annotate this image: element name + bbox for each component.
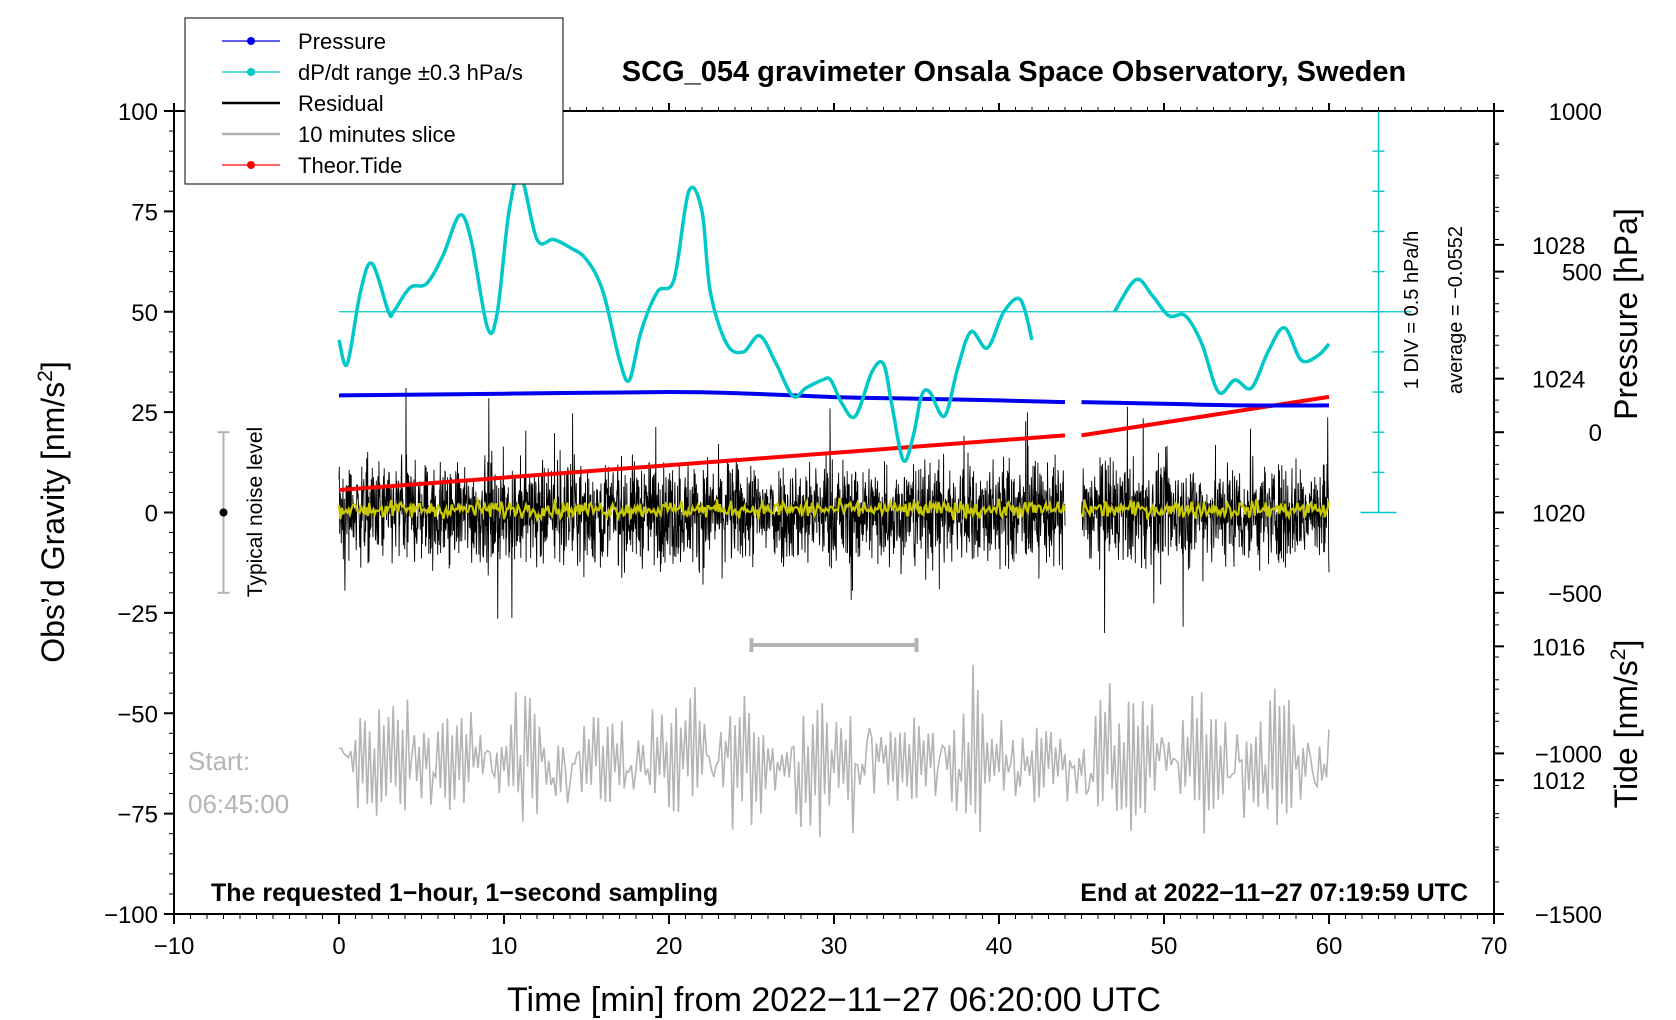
legend-swatch-marker: [247, 161, 255, 169]
scale-annotation-div: 1 DIV = 0.5 hPa/h: [1401, 231, 1423, 389]
pressure-tick-label: 1012: [1532, 768, 1585, 795]
x-tick-label: 10: [491, 933, 518, 960]
tide-series: [338, 394, 1330, 493]
left-axis-label-tail: ]: [35, 361, 71, 370]
legend-entries: Pressure dP/dt range ±0.3 hPa/s Residual 10…: [222, 29, 523, 178]
slice-line: [338, 664, 1330, 838]
chart-title: SCG_054 gravimeter Onsala Space Observat…: [622, 56, 1406, 88]
pressure-tick-label: 1016: [1532, 634, 1585, 661]
tide-tick-label: −1500: [1535, 902, 1602, 929]
dpdt-line-0: [337, 172, 1034, 464]
dpdt-series: [337, 172, 1331, 464]
tide-axis-label: Tide [nm/s2]: [1607, 640, 1644, 809]
left-tick-label: 75: [131, 199, 158, 226]
start-time: 06:45:00: [188, 789, 289, 819]
legend-swatch-marker: [247, 37, 255, 45]
residual-smoothed-line-0: [337, 496, 1067, 524]
x-tick-label: 0: [332, 933, 345, 960]
x-tick-label: 50: [1151, 933, 1178, 960]
left-tick-label: 100: [118, 99, 158, 126]
tide-tick-label: −500: [1548, 581, 1602, 608]
legend-swatch-marker: [247, 68, 255, 76]
noise-bar-center: [219, 508, 228, 517]
left-tick-label: −75: [117, 802, 158, 829]
left-tick-label: 50: [131, 300, 158, 327]
legend-box: [184, 17, 564, 185]
dpdt-line-1: [1113, 277, 1331, 396]
legend-label: Theor.Tide: [298, 153, 402, 178]
x-tick-label: 60: [1316, 933, 1343, 960]
legend-label: Pressure: [298, 29, 386, 54]
left-tick-label: −50: [117, 701, 158, 728]
legend-label: dP/dt range ±0.3 hPa/s: [298, 60, 523, 85]
pressure-line-0: [338, 389, 1066, 405]
tide-axis-label-tail: ]: [1608, 640, 1644, 649]
tide-line-1: [1081, 394, 1330, 438]
residual-smoothed-line-1: [1080, 499, 1331, 522]
left-axis-label-sup: 2: [34, 370, 57, 382]
x-tick-label: 70: [1481, 933, 1508, 960]
end-time-note: End at 2022−11−27 07:19:59 UTC: [1080, 879, 1468, 907]
legend: Pressure dP/dt range ±0.3 hPa/s Residual 10…: [184, 17, 564, 185]
tide-axis-label-sup: 2: [1607, 649, 1630, 661]
x-tick-label: 30: [821, 933, 848, 960]
pressure-series: [338, 389, 1330, 408]
tide-line-0: [338, 433, 1066, 493]
residual-line-0: [338, 387, 1066, 619]
residual-line-1: [1081, 406, 1330, 634]
left-tick-label: −100: [104, 902, 158, 929]
tide-tick-label: −1000: [1535, 741, 1602, 768]
x-tick-label: 20: [656, 933, 683, 960]
left-axis-label: Obs’d Gravity [nm/s2]: [34, 361, 71, 663]
pressure-tick-label: 1028: [1532, 233, 1585, 260]
x-tick-label: −10: [154, 933, 195, 960]
tide-tick-label: 1000: [1549, 99, 1602, 126]
sampling-note: The requested 1−hour, 1−second sampling: [211, 879, 718, 907]
left-tick-label: −25: [117, 601, 158, 628]
pressure-line-1: [1081, 400, 1330, 408]
left-tick-label: 0: [145, 501, 158, 528]
tide-tick-label: 500: [1562, 260, 1602, 287]
markers: [217, 431, 919, 652]
tide-axis-label-text: Tide [nm/s: [1608, 660, 1644, 808]
legend-label: 10 minutes slice: [298, 122, 456, 147]
residual-series: [338, 387, 1330, 634]
slice-series: [338, 664, 1330, 838]
pressure-axis-label: Pressure [hPa]: [1608, 208, 1644, 420]
tide-tick-label: 0: [1589, 420, 1602, 447]
x-axis-label: Time [min] from 2022−11−27 06:20:00 UTC: [507, 981, 1161, 1019]
x-tick-label: 40: [986, 933, 1013, 960]
scale-annotation-average: average = −0.0552: [1445, 226, 1467, 394]
left-axis-label-text: Obs’d Gravity [nm/s: [35, 382, 71, 663]
pressure-tick-label: 1020: [1532, 501, 1585, 528]
axes: −10 0 10 20 30 40 50 60 701007550250−25−50−75−10…: [104, 99, 1602, 960]
legend-label: Residual: [298, 91, 384, 116]
residual-smoothed-series: [337, 496, 1331, 524]
start-label: Start:: [188, 746, 250, 776]
left-tick-label: 25: [131, 400, 158, 427]
pressure-tick-label: 1024: [1532, 367, 1585, 394]
noise-level-label: Typical noise level: [244, 427, 267, 597]
